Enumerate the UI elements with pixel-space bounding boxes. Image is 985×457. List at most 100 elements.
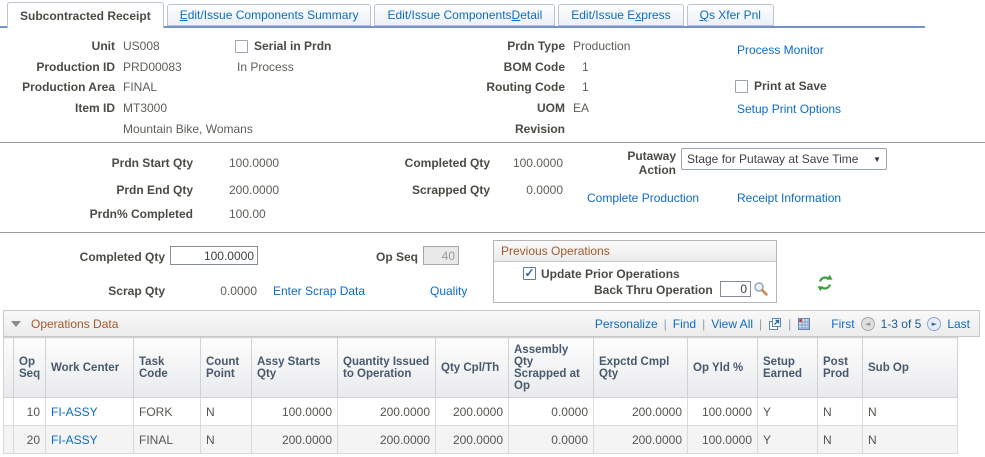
cell-setup-earned: Y xyxy=(757,397,818,426)
column-header-quantity-issued-to-operation: Quantity Issued to Operation xyxy=(337,337,436,398)
prdn-end-qty-label: Prdn End Qty xyxy=(116,183,193,197)
chevron-down-icon: ▼ xyxy=(873,154,881,164)
column-header-count-point: Count Point xyxy=(200,337,252,398)
update-prior-operations-label: Update Prior Operations xyxy=(541,267,680,281)
unit-label: Unit xyxy=(91,39,115,53)
operations-data-grid: Operations Data Personalize | Find | Vie… xyxy=(3,310,980,454)
cell-expctd-cmpl-qty: 200.0000 xyxy=(593,425,688,454)
lookup-magnifier-icon[interactable] xyxy=(753,281,768,296)
prdn-type-label: Prdn Type xyxy=(507,39,565,53)
column-header-setup-earned: Setup Earned xyxy=(757,337,818,398)
toolbar-separator: | xyxy=(663,316,667,331)
find-link[interactable]: Find xyxy=(672,316,697,331)
update-prior-operations-checkbox[interactable] xyxy=(523,267,536,280)
item-id-value: MT3000 xyxy=(123,101,168,115)
last-link[interactable]: Last xyxy=(947,316,970,331)
cell-assembly-qty-scrapped-at-op: 0.0000 xyxy=(508,397,594,426)
column-header-assy-starts-qty: Assy Starts Qty xyxy=(251,337,338,398)
cell-quantity-issued-to-operation: 200.0000 xyxy=(337,425,436,454)
cell-op-seq: 20 xyxy=(13,425,46,454)
cell-assy-starts-qty: 200.0000 xyxy=(251,425,338,454)
prdn-pct-completed-label: Prdn% Completed xyxy=(89,207,193,221)
column-header-op-seq: Op Seq xyxy=(13,337,46,398)
cell-op-yld: 100.0000 xyxy=(687,425,758,454)
process-monitor-link[interactable]: Process Monitor xyxy=(737,43,824,57)
cell-assy-starts-qty: 100.0000 xyxy=(251,397,338,426)
cell-work-center: FI-ASSY xyxy=(45,397,134,426)
work-center-link[interactable]: FI-ASSY xyxy=(51,432,98,447)
op-seq-input xyxy=(423,246,459,265)
work-center-link[interactable]: FI-ASSY xyxy=(51,404,98,419)
grid-title: Operations Data xyxy=(31,316,119,331)
enter-scrap-data-link[interactable]: Enter Scrap Data xyxy=(273,284,366,298)
tab-underline-bar xyxy=(0,26,925,28)
scrap-qty-value: 0.0000 xyxy=(220,284,257,298)
putaway-action-select[interactable]: Stage for Putaway at Save Time ▼ xyxy=(681,148,887,170)
first-link[interactable]: First xyxy=(831,316,855,331)
putaway-action-label: Putaway Action xyxy=(627,149,676,177)
view-all-link[interactable]: View All xyxy=(711,316,754,331)
prdn-type-value: Production xyxy=(573,39,631,53)
refresh-icon[interactable] xyxy=(816,274,834,292)
receipt-information-link[interactable]: Receipt Information xyxy=(737,191,842,205)
row-range-label: 1-3 of 5 xyxy=(880,316,922,331)
toolbar-separator: | xyxy=(788,316,792,331)
cell-count-point: N xyxy=(200,425,252,454)
prdn-pct-completed-value: 100.00 xyxy=(229,207,266,221)
previous-operations-groupbox: Previous Operations Update Prior Operati… xyxy=(493,240,777,303)
column-header-sub-op: Sub Op xyxy=(862,337,958,398)
revision-label: Revision xyxy=(514,122,565,136)
cell-blank xyxy=(3,397,14,426)
tab-subcontracted-receipt[interactable]: Subcontracted Receipt xyxy=(7,2,164,28)
production-area-label: Production Area xyxy=(22,80,115,94)
completed-qty-input[interactable] xyxy=(170,246,258,265)
column-header-qty-cpl-th: Qty Cpl/Th xyxy=(435,337,509,398)
prdn-end-qty-value: 200.0000 xyxy=(229,183,280,197)
next-page-arrow[interactable]: ► xyxy=(927,316,942,331)
grid-column-header-row: Op Seq Work Center Task Code Count Point Ass… xyxy=(3,337,958,398)
op-seq-label: Op Seq xyxy=(375,250,418,264)
grid-body: 10 FI-ASSY FORK N 100.0000 200.0000 200.0000 0.… xyxy=(3,397,958,454)
routing-code-value: 1 xyxy=(582,80,589,94)
completed-qty-entry-label: Completed Qty xyxy=(79,250,165,264)
bom-code-label: BOM Code xyxy=(503,60,565,74)
routing-code-label: Routing Code xyxy=(486,80,565,94)
quality-link[interactable]: Quality xyxy=(430,284,468,298)
back-thru-operation-input[interactable] xyxy=(720,281,751,297)
cell-sub-op: N xyxy=(862,397,958,426)
serial-in-prdn-checkbox[interactable] xyxy=(235,40,248,53)
personalize-link[interactable]: Personalize xyxy=(594,316,658,331)
completed-qty-display-value: 100.0000 xyxy=(512,156,563,170)
completed-qty-display-label: Completed Qty xyxy=(404,156,490,170)
column-header-expctd-cmpl-qty: Expctd Cmpl Qty xyxy=(593,337,688,398)
cell-qty-cpl-th: 200.0000 xyxy=(435,397,509,426)
cell-assembly-qty-scrapped-at-op: 0.0000 xyxy=(508,425,594,454)
column-header-work-center: Work Center xyxy=(45,337,134,398)
table-row: 10 FI-ASSY FORK N 100.0000 200.0000 200.0000 0.… xyxy=(3,397,958,426)
collapse-triangle-icon[interactable] xyxy=(11,320,21,327)
column-header-blank xyxy=(3,337,14,398)
cell-task-code: FORK xyxy=(133,397,201,426)
section-separator xyxy=(0,232,985,233)
putaway-action-selected-value: Stage for Putaway at Save Time xyxy=(687,152,859,166)
previous-operations-title: Previous Operations xyxy=(494,241,776,262)
print-at-save-label: Print at Save xyxy=(754,79,827,93)
popup-window-icon[interactable] xyxy=(768,317,782,331)
prdn-start-qty-label: Prdn Start Qty xyxy=(111,156,193,170)
print-at-save-checkbox[interactable] xyxy=(735,80,748,93)
download-spreadsheet-icon[interactable] xyxy=(797,317,811,331)
cell-op-seq: 10 xyxy=(13,397,46,426)
cell-quantity-issued-to-operation: 200.0000 xyxy=(337,397,436,426)
previous-page-arrow[interactable]: ◄ xyxy=(860,316,875,331)
setup-print-options-link[interactable]: Setup Print Options xyxy=(737,102,842,116)
cell-sub-op: N xyxy=(862,425,958,454)
column-header-op-yld: Op Yld % xyxy=(687,337,758,398)
scrap-qty-label: Scrap Qty xyxy=(108,284,165,298)
complete-production-link[interactable]: Complete Production xyxy=(587,191,700,205)
production-id-label: Production ID xyxy=(36,60,115,74)
